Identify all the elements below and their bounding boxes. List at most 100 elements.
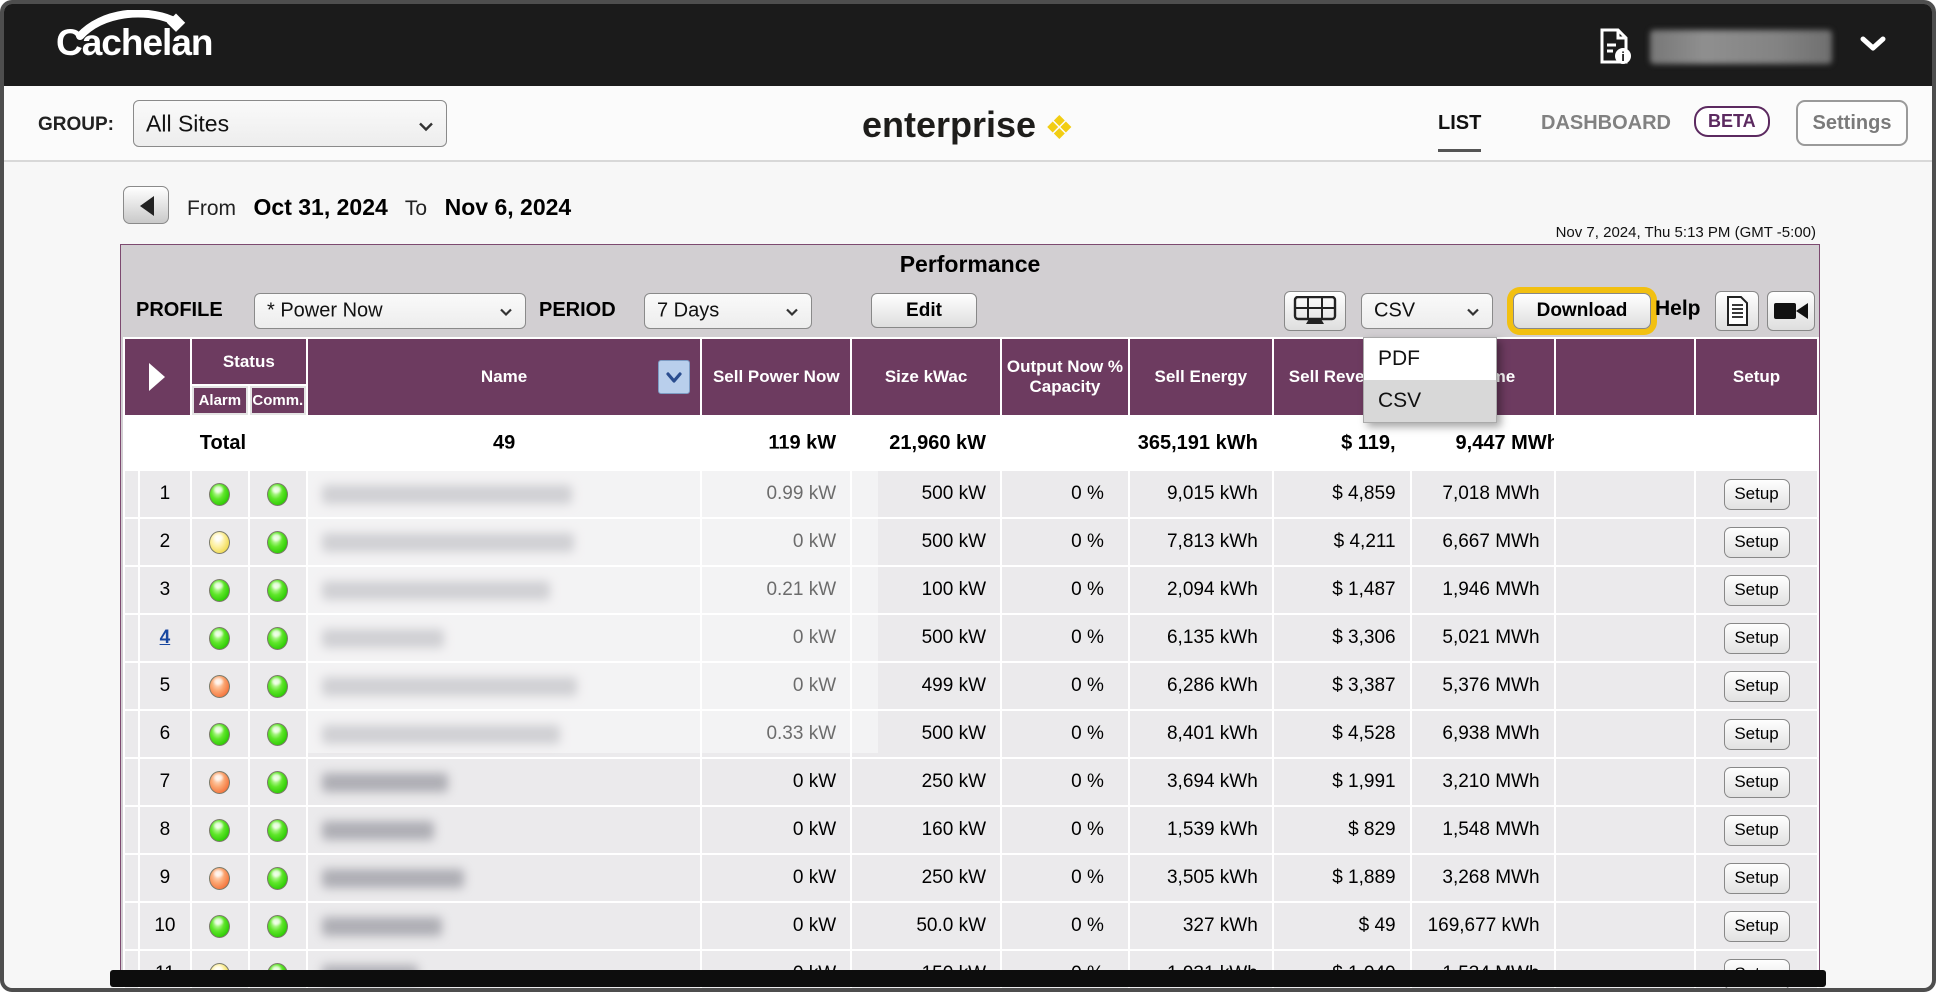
alarm-status-led[interactable] xyxy=(209,482,231,506)
alarm-subheader[interactable]: Alarm xyxy=(191,386,248,415)
comm-subheader[interactable]: Comm. xyxy=(249,386,306,415)
comm-status-led[interactable] xyxy=(267,914,289,938)
from-date[interactable]: Oct 31, 2024 xyxy=(253,194,388,220)
account-name-redacted[interactable] xyxy=(1650,30,1832,64)
output-now-header[interactable]: Output Now % Capacity xyxy=(1002,339,1128,415)
row-number-link[interactable]: 4 xyxy=(159,627,171,648)
export-menu-item-pdf[interactable]: PDF xyxy=(1378,347,1420,370)
alarm-status-led[interactable] xyxy=(209,914,231,938)
site-name-redacted[interactable] xyxy=(321,676,577,696)
panel-title: Performance xyxy=(899,251,1041,277)
spacer-cell xyxy=(1555,663,1695,709)
setup-button[interactable]: Setup xyxy=(1723,814,1790,846)
alarm-status-led[interactable] xyxy=(209,674,231,698)
tab-list[interactable]: LIST xyxy=(1438,112,1482,152)
setup-button[interactable]: Setup xyxy=(1723,718,1790,750)
site-name-redacted[interactable] xyxy=(321,628,444,648)
row-number-cell: 3 xyxy=(139,567,190,613)
site-name-redacted[interactable] xyxy=(321,820,434,840)
output-cell: 0 % xyxy=(1002,807,1128,853)
comm-status-led[interactable] xyxy=(267,818,289,842)
setup-header: Setup xyxy=(1696,339,1817,415)
site-name-redacted[interactable] xyxy=(321,724,560,744)
setup-button[interactable]: Setup xyxy=(1723,478,1790,510)
setup-button[interactable]: Setup xyxy=(1723,622,1790,654)
comm-status-led[interactable] xyxy=(267,722,289,746)
size-cell: 250 kW xyxy=(852,759,1001,805)
spacer-header xyxy=(1555,339,1695,415)
alarm-cell xyxy=(191,567,248,613)
comm-status-led[interactable] xyxy=(267,578,289,602)
table-row: 7 0 kW 250 kW 0 % 3,694 kWh $ 1,991 3,210 MWh S… xyxy=(125,759,1817,805)
sell-power-cell: 0 kW xyxy=(702,807,851,853)
table-row: 9 0 kW 250 kW 0 % 3,505 kWh $ 1,889 3,268 MWh S… xyxy=(125,855,1817,901)
to-label: To xyxy=(404,197,428,220)
setup-cell: Setup xyxy=(1696,759,1817,805)
setup-button[interactable]: Setup xyxy=(1723,910,1790,942)
chevron-down-icon xyxy=(499,300,513,323)
comm-status-led[interactable] xyxy=(267,482,289,506)
alarm-status-led[interactable] xyxy=(209,722,231,746)
sell-power-cell: 0 kW xyxy=(702,663,851,709)
site-name-redacted[interactable] xyxy=(321,772,448,792)
help-document-button[interactable] xyxy=(1715,291,1759,331)
profile-select[interactable]: * Power Now xyxy=(254,293,526,329)
site-name-redacted[interactable] xyxy=(321,580,550,600)
status-header[interactable]: Status xyxy=(191,339,306,385)
sell-energy-header[interactable]: Sell Energy xyxy=(1129,339,1272,415)
setup-button[interactable]: Setup xyxy=(1723,766,1790,798)
to-date[interactable]: Nov 6, 2024 xyxy=(444,194,572,220)
file-info-icon[interactable]: i xyxy=(1598,28,1632,66)
comm-status-led[interactable] xyxy=(267,674,289,698)
period-select[interactable]: 7 Days xyxy=(644,293,812,329)
comm-status-led[interactable] xyxy=(267,866,289,890)
comm-cell xyxy=(249,759,306,805)
previous-period-button[interactable] xyxy=(123,186,169,224)
tab-dashboard[interactable]: DASHBOARD xyxy=(1541,112,1671,134)
alarm-status-led[interactable] xyxy=(209,866,231,890)
sell-revenue-cell: $ 1,991 xyxy=(1273,759,1410,805)
site-name-redacted[interactable] xyxy=(321,868,464,888)
size-kwac-header[interactable]: Size kWac xyxy=(852,339,1001,415)
help-video-button[interactable] xyxy=(1767,291,1815,331)
setup-button[interactable]: Setup xyxy=(1723,670,1790,702)
edit-button[interactable]: Edit xyxy=(871,293,977,328)
export-format-select[interactable]: CSV xyxy=(1361,293,1493,329)
comm-status-led[interactable] xyxy=(267,770,289,794)
top-bar: Cachelan i xyxy=(4,4,1932,86)
name-sort-button[interactable] xyxy=(658,360,691,394)
lifetime-cell: 6,667 MWh xyxy=(1411,519,1554,565)
row-marker-header xyxy=(125,339,190,415)
comm-status-led[interactable] xyxy=(267,530,289,554)
alarm-status-led[interactable] xyxy=(209,770,231,794)
export-menu-item-csv[interactable]: CSV xyxy=(1364,380,1496,422)
site-name-redacted[interactable] xyxy=(321,484,572,504)
row-number: 9 xyxy=(159,867,171,888)
site-name-redacted[interactable] xyxy=(321,916,442,936)
screen-view-button[interactable] xyxy=(1284,291,1346,331)
sell-power-cell: 0.99 kW xyxy=(702,471,851,517)
output-cell: 0 % xyxy=(1002,855,1128,901)
account-chevron-down-icon[interactable] xyxy=(1860,36,1886,57)
setup-button[interactable]: Setup xyxy=(1723,862,1790,894)
alarm-status-led[interactable] xyxy=(209,626,231,650)
comm-status-led[interactable] xyxy=(267,626,289,650)
comm-cell xyxy=(249,663,306,709)
size-cell: 160 kW xyxy=(852,807,1001,853)
site-name-redacted[interactable] xyxy=(321,532,574,552)
name-header[interactable]: Name xyxy=(307,339,701,415)
download-button[interactable]: Download xyxy=(1513,293,1651,329)
settings-button[interactable]: Settings xyxy=(1796,100,1908,146)
row-marker-cell xyxy=(125,663,138,709)
group-select[interactable]: All Sites xyxy=(133,100,447,147)
sell-power-now-header[interactable]: Sell Power Now xyxy=(702,339,851,415)
lifetime-cell: 1,548 MWh xyxy=(1411,807,1554,853)
comm-cell xyxy=(249,711,306,757)
alarm-status-led[interactable] xyxy=(209,530,231,554)
setup-button[interactable]: Setup xyxy=(1723,574,1790,606)
alarm-status-led[interactable] xyxy=(209,578,231,602)
alarm-status-led[interactable] xyxy=(209,818,231,842)
row-number-cell: 10 xyxy=(139,903,190,949)
setup-button[interactable]: Setup xyxy=(1723,526,1790,558)
row-number: 1 xyxy=(159,483,171,504)
